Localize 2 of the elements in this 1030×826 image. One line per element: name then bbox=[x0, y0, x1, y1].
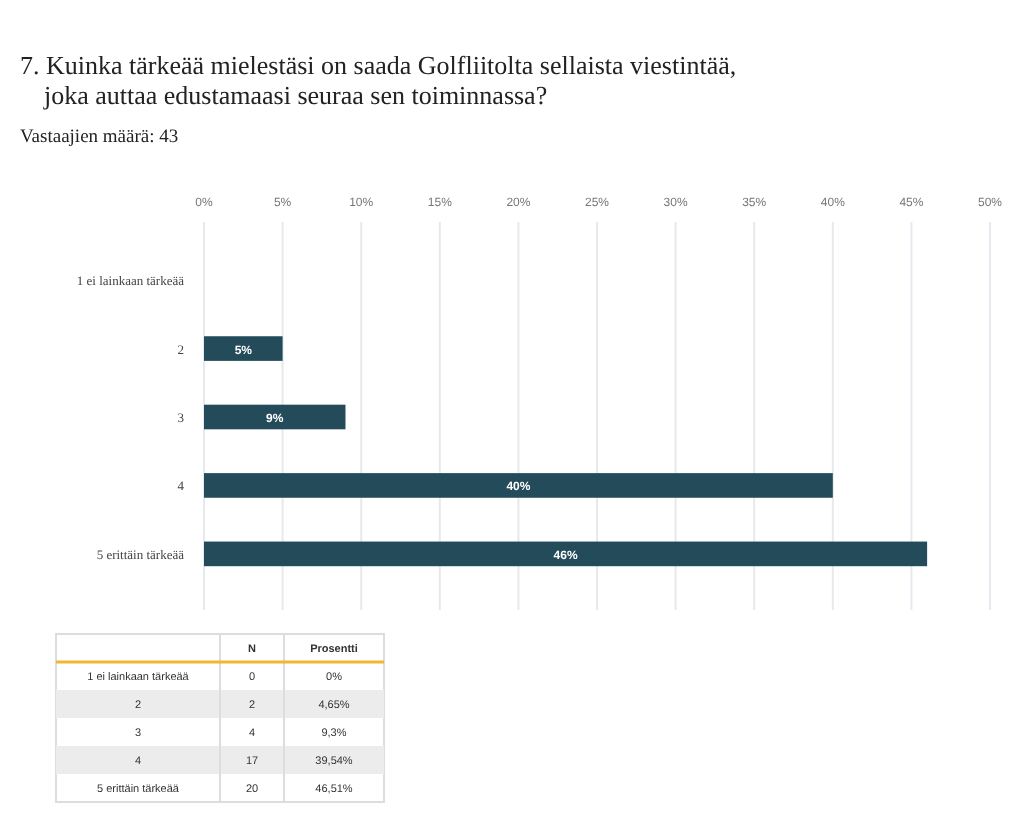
chart-title: 7. Kuinka tärkeää mielestäsi on saada Golfliitolta sellaista viestintää, joka auttaa edustamaasi seuraa sen toiminnassa? bbox=[20, 50, 737, 110]
chart-subtitle: Vastaajien määrä: 43 bbox=[20, 128, 179, 148]
